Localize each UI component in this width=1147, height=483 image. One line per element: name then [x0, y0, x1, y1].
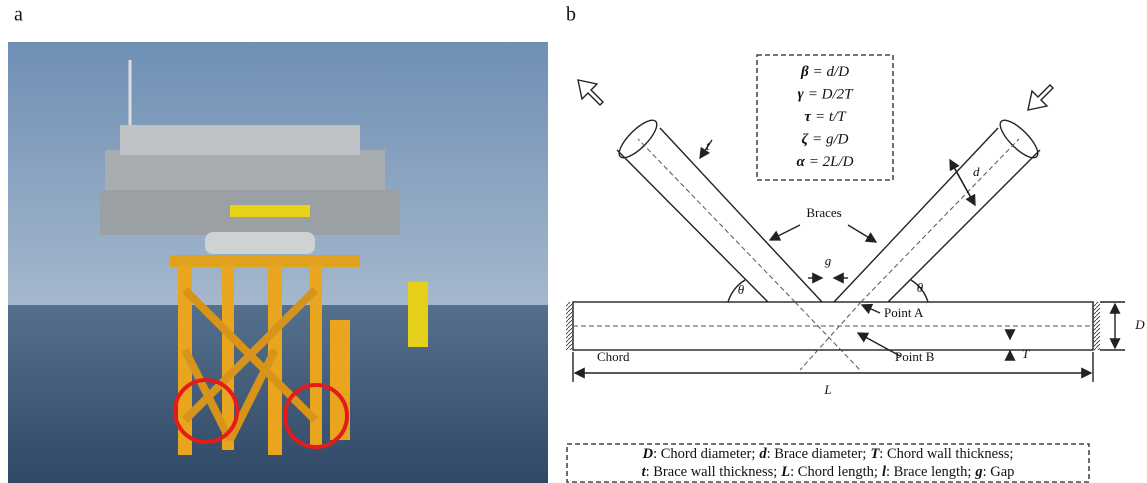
label: t: [706, 138, 710, 153]
formula-symbol: α: [796, 154, 805, 170]
legend-text: : Brace wall thickness;: [646, 464, 778, 480]
legend-text: : Chord wall thickness;: [879, 446, 1013, 462]
legend-term: D: [642, 446, 654, 462]
formula-symbol: β: [800, 64, 809, 80]
formula-expression: = D/2T: [808, 87, 854, 103]
label: Braces: [806, 205, 841, 220]
label: θ: [917, 280, 924, 295]
label: L: [823, 382, 831, 397]
formula: α= 2L/D: [796, 154, 853, 170]
formula-symbol: γ: [798, 87, 805, 103]
legend-line: D: Chord diameter;d: Brace diameter;T: C…: [642, 446, 1014, 462]
label: Point A: [884, 305, 924, 320]
legend-term: L: [780, 464, 790, 480]
label: T: [1022, 346, 1030, 361]
label: g: [825, 253, 832, 268]
photo: [8, 42, 548, 483]
formula-expression: = t/T: [815, 109, 847, 125]
label: D: [1134, 317, 1145, 332]
formula-symbol: τ: [804, 109, 812, 125]
figure: a b β= d/D γ= D/2T τ= t/T ζ= g/D α= 2L/D: [0, 0, 1147, 483]
legend-text: : Chord length;: [790, 464, 878, 480]
legend-text: : Gap: [983, 464, 1015, 480]
panel-label: a: [14, 4, 23, 26]
formula: γ= D/2T: [798, 87, 855, 103]
formula-expression: = 2L/D: [809, 154, 854, 170]
formula-expression: = g/D: [812, 132, 849, 148]
formula: β= d/D: [800, 64, 849, 80]
formula: τ= t/T: [804, 109, 847, 125]
legend-text: : Chord diameter;: [653, 446, 755, 462]
panel-label: b: [566, 4, 576, 26]
legend-term: g: [974, 464, 982, 480]
formula: ζ= g/D: [802, 132, 849, 148]
formula-symbol: ζ: [802, 132, 810, 148]
formula-expression: = d/D: [813, 64, 850, 80]
legend-text: : Brace length;: [886, 464, 971, 480]
legend-line: t: Brace wall thickness;L: Chord length;…: [642, 464, 1015, 480]
label: Point B: [895, 349, 935, 364]
legend-text: : Brace diameter;: [767, 446, 867, 462]
diagram-labels: t d Braces g θ θ Point A Point B Chord D…: [597, 138, 1145, 397]
label: θ: [738, 282, 745, 297]
label: d: [973, 164, 980, 179]
label: Chord: [597, 349, 630, 364]
